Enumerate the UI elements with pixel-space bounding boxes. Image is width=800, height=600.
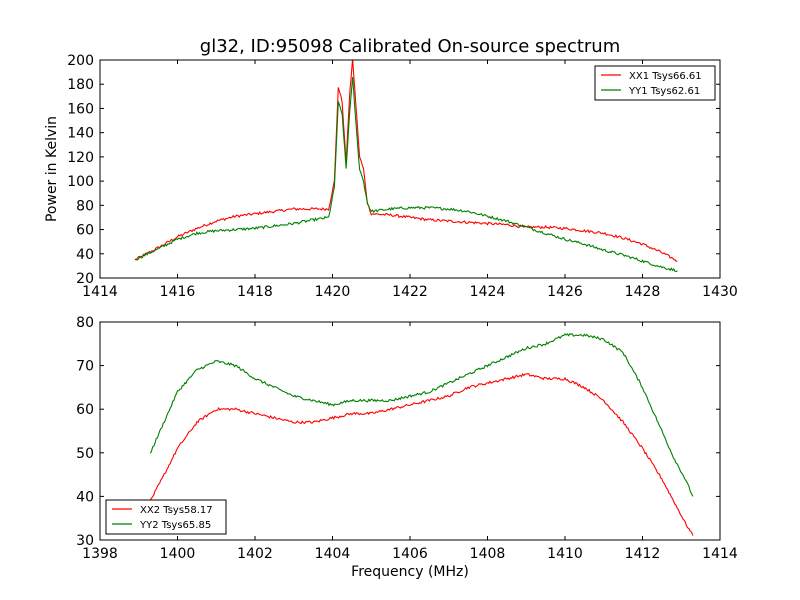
x-tick-label: 1430 — [702, 284, 738, 300]
chart-title: gl32, ID:95098 Calibrated On-source spec… — [200, 36, 620, 57]
legend-box — [594, 65, 716, 101]
x-tick-label: 1400 — [160, 546, 196, 562]
x-tick-label: 1420 — [315, 284, 351, 300]
y-tick-label: 80 — [76, 315, 94, 331]
y-tick-label: 120 — [67, 150, 94, 166]
bottom-panel: 1398 1400 1402 1404 1406 1408 1410 1412 1414 30 40… — [76, 315, 738, 562]
x-tick-label: 1422 — [392, 284, 428, 300]
y-tick-label: 60 — [76, 223, 94, 239]
y-tick-label: 60 — [76, 402, 94, 418]
legend: XX1 Tsys66.61 YY1 Tsys62.61 — [594, 65, 716, 101]
x-tick-label: 1398 — [82, 546, 118, 562]
x-tick-label: 1416 — [160, 284, 196, 300]
y-tick-label: 180 — [67, 77, 94, 93]
series-line-1 — [134, 60, 678, 262]
x-tick-label: 1404 — [315, 546, 351, 562]
y-tick-label: 80 — [76, 198, 94, 214]
y-axis-label: Power in Kelvin — [44, 116, 60, 222]
x-tick-label: 1428 — [625, 284, 661, 300]
series-line-2 — [134, 77, 678, 273]
x-tick-label: 1424 — [470, 284, 506, 300]
x-tick-label: 1414 — [82, 284, 118, 300]
y-tick-label: 40 — [76, 489, 94, 505]
y-tick-label: 100 — [67, 174, 94, 190]
x-tick-label: 1414 — [702, 546, 738, 562]
legend-box — [105, 499, 227, 535]
y-tick-label: 20 — [76, 271, 94, 287]
legend: XX2 Tsys58.17 YY2 Tsys65.85 — [105, 499, 227, 535]
y-tick-label: 50 — [76, 446, 94, 462]
y-tick-label: 200 — [67, 53, 94, 69]
y-tick-label: 70 — [76, 359, 94, 375]
x-axis-label: Frequency (MHz) — [351, 564, 469, 580]
y-tick-label: 30 — [76, 533, 94, 549]
x-tick-label: 1408 — [470, 546, 506, 562]
y-tick-label: 160 — [67, 101, 94, 117]
legend-label: YY2 Tsys65.85 — [139, 520, 211, 531]
legend-label: XX1 Tsys66.61 — [629, 71, 702, 82]
legend-label: XX2 Tsys58.17 — [140, 505, 213, 516]
x-tick-label: 1418 — [237, 284, 273, 300]
series-line-2 — [149, 333, 694, 497]
y-tick-label: 140 — [67, 126, 94, 142]
top-panel: 1414 1416 1418 1420 1422 1424 1426 1428 1430 20 40… — [67, 53, 738, 300]
y-tick-label: 40 — [76, 247, 94, 263]
x-tick-label: 1412 — [625, 546, 661, 562]
x-tick-label: 1406 — [392, 546, 428, 562]
x-tick-label: 1402 — [237, 546, 273, 562]
series-line-1 — [149, 372, 694, 536]
x-tick-label: 1410 — [547, 546, 583, 562]
legend-label: YY1 Tsys62.61 — [628, 86, 700, 97]
x-tick-label: 1426 — [547, 284, 583, 300]
